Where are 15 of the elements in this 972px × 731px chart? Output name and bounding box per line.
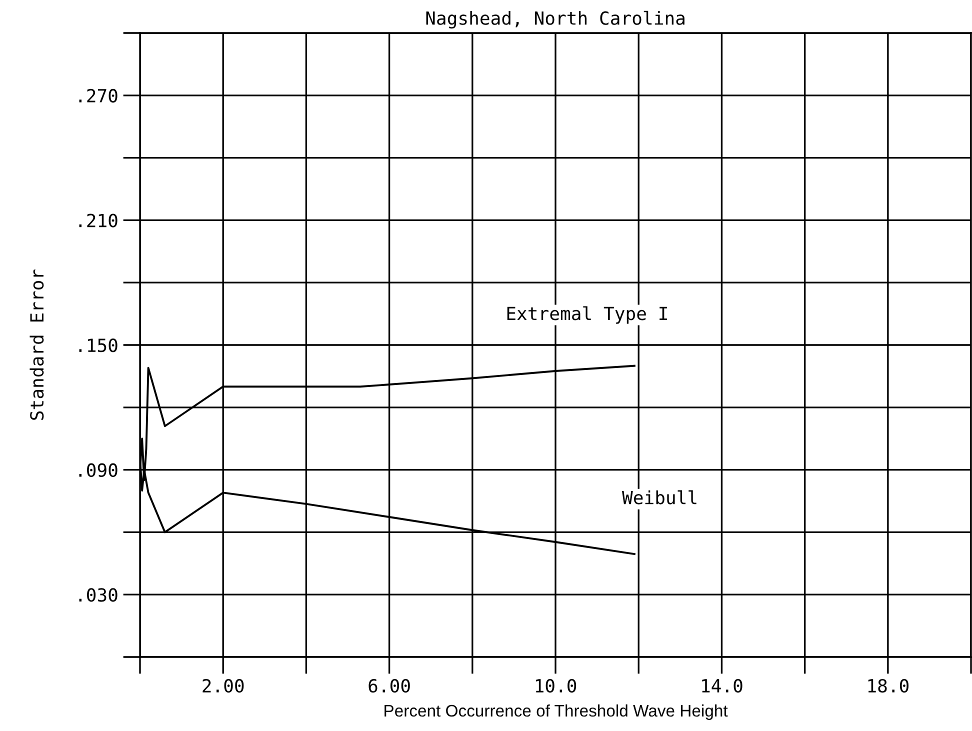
y-tick-label: .030 — [79, 588, 118, 602]
x-axis-title: Percent Occurrence of Threshold Wave Height — [384, 704, 728, 720]
x-tick-label: 2.00 — [202, 678, 244, 693]
x-tick-label: 14.0 — [702, 678, 742, 693]
x-tick-label: 18.0 — [868, 678, 908, 693]
y-tick-label: .210 — [79, 214, 118, 228]
text: Weibull — [622, 490, 696, 504]
chart-title: Nagshead, North Carolina — [426, 10, 684, 29]
x-tick-label: 6.00 — [368, 678, 410, 693]
y-tick-label: .150 — [79, 338, 118, 352]
y-tick-label: .270 — [79, 88, 118, 103]
y-tick-label: .090 — [79, 463, 118, 477]
x-tick-label: 10.0 — [536, 678, 576, 693]
text: Extremal Type I — [507, 306, 667, 324]
y-axis-title: Standard Error — [30, 270, 44, 420]
